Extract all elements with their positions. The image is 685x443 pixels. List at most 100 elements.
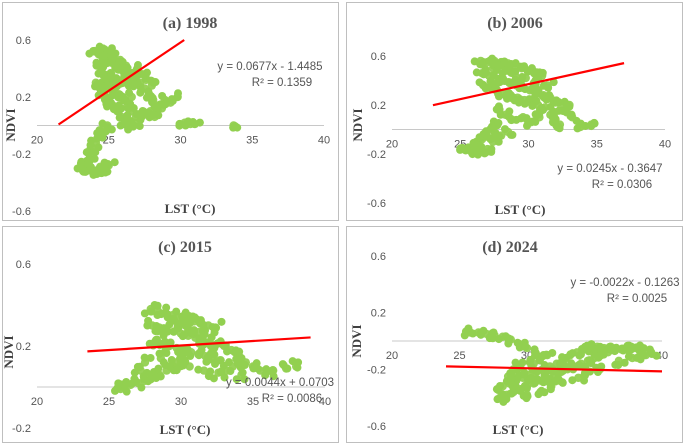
data-point <box>154 364 163 373</box>
data-point <box>522 115 531 124</box>
data-point <box>92 134 101 143</box>
data-point <box>163 310 172 319</box>
data-point <box>489 328 498 337</box>
data-point <box>173 89 182 98</box>
data-point <box>596 342 605 351</box>
data-point <box>112 74 121 83</box>
y-axis-title: NDVI <box>3 108 18 141</box>
data-point <box>527 373 536 382</box>
data-point <box>538 68 547 77</box>
r-squared: R² = 0.0306 <box>592 179 652 191</box>
data-point <box>494 61 503 70</box>
r-squared: R² = 0.0025 <box>607 293 667 305</box>
data-point <box>546 385 555 394</box>
data-point <box>507 116 516 125</box>
panel-title: (c) 2015 <box>158 239 212 256</box>
data-point <box>159 358 168 367</box>
data-point <box>155 349 164 358</box>
data-point <box>220 373 229 382</box>
data-point <box>209 374 218 383</box>
data-point <box>506 79 515 88</box>
data-point <box>178 332 187 341</box>
y-axis-title: NDVI <box>1 335 16 368</box>
data-point <box>487 145 496 154</box>
data-point <box>207 333 216 342</box>
data-point <box>147 92 156 101</box>
data-point <box>493 395 502 404</box>
data-point <box>268 366 277 375</box>
data-point <box>527 362 536 371</box>
y-tick-label: -0.2 <box>12 423 31 435</box>
data-point <box>121 97 130 106</box>
data-point <box>551 377 560 386</box>
data-point <box>158 92 167 101</box>
data-point <box>468 329 477 338</box>
data-point <box>475 133 484 142</box>
data-point <box>161 100 170 109</box>
data-point <box>104 100 113 109</box>
data-point <box>494 335 503 344</box>
panel-frame <box>346 226 683 443</box>
data-point <box>162 349 171 358</box>
y-tick-label: 0.2 <box>371 100 386 112</box>
data-point <box>507 369 516 378</box>
data-point <box>580 342 589 351</box>
data-point <box>91 148 100 157</box>
y-tick-label: 0.6 <box>16 35 31 47</box>
data-point <box>142 368 151 377</box>
data-point <box>100 51 109 60</box>
data-point <box>200 330 209 339</box>
data-point <box>294 358 303 367</box>
data-point <box>542 95 551 104</box>
data-point <box>82 148 91 157</box>
data-point <box>523 121 532 130</box>
data-point <box>180 357 189 366</box>
scatter-points <box>73 42 242 179</box>
x-axis-title: LST (°C) <box>160 422 211 437</box>
data-point <box>549 107 558 116</box>
data-point <box>151 103 160 112</box>
data-point <box>122 379 131 388</box>
data-point <box>521 342 530 351</box>
data-point <box>519 391 528 400</box>
data-point <box>177 319 186 328</box>
scatter-points <box>110 300 303 396</box>
data-point <box>240 361 249 370</box>
data-point <box>614 360 623 369</box>
x-tick-label: 25 <box>453 350 465 362</box>
data-point <box>567 110 576 119</box>
x-tick-label: 20 <box>31 135 43 147</box>
data-point <box>107 44 116 53</box>
data-point <box>135 122 144 131</box>
data-point <box>189 326 198 335</box>
data-point <box>635 341 644 350</box>
data-point <box>491 133 500 142</box>
data-point <box>544 366 553 375</box>
data-point <box>496 110 505 119</box>
data-point <box>136 88 145 97</box>
trend-equation: y = 0.0245x - 0.3647 <box>557 163 662 175</box>
data-point <box>586 358 595 367</box>
trend-equation: y = -0.0022x - 0.1263 <box>570 277 679 289</box>
data-point <box>189 118 198 127</box>
data-point <box>235 347 244 356</box>
data-point <box>143 321 152 330</box>
data-point <box>558 378 567 387</box>
data-point <box>469 141 478 150</box>
data-point <box>146 353 155 362</box>
data-point <box>100 160 109 169</box>
data-point <box>162 303 171 312</box>
x-tick-label: 40 <box>659 139 671 151</box>
trendline <box>87 336 311 353</box>
data-point <box>165 320 174 329</box>
data-point <box>580 368 589 377</box>
data-point <box>197 346 206 355</box>
data-point <box>157 310 166 319</box>
data-point <box>129 122 138 131</box>
data-point <box>123 79 132 88</box>
data-point <box>233 359 242 368</box>
data-point <box>283 364 292 373</box>
data-point <box>539 81 548 90</box>
